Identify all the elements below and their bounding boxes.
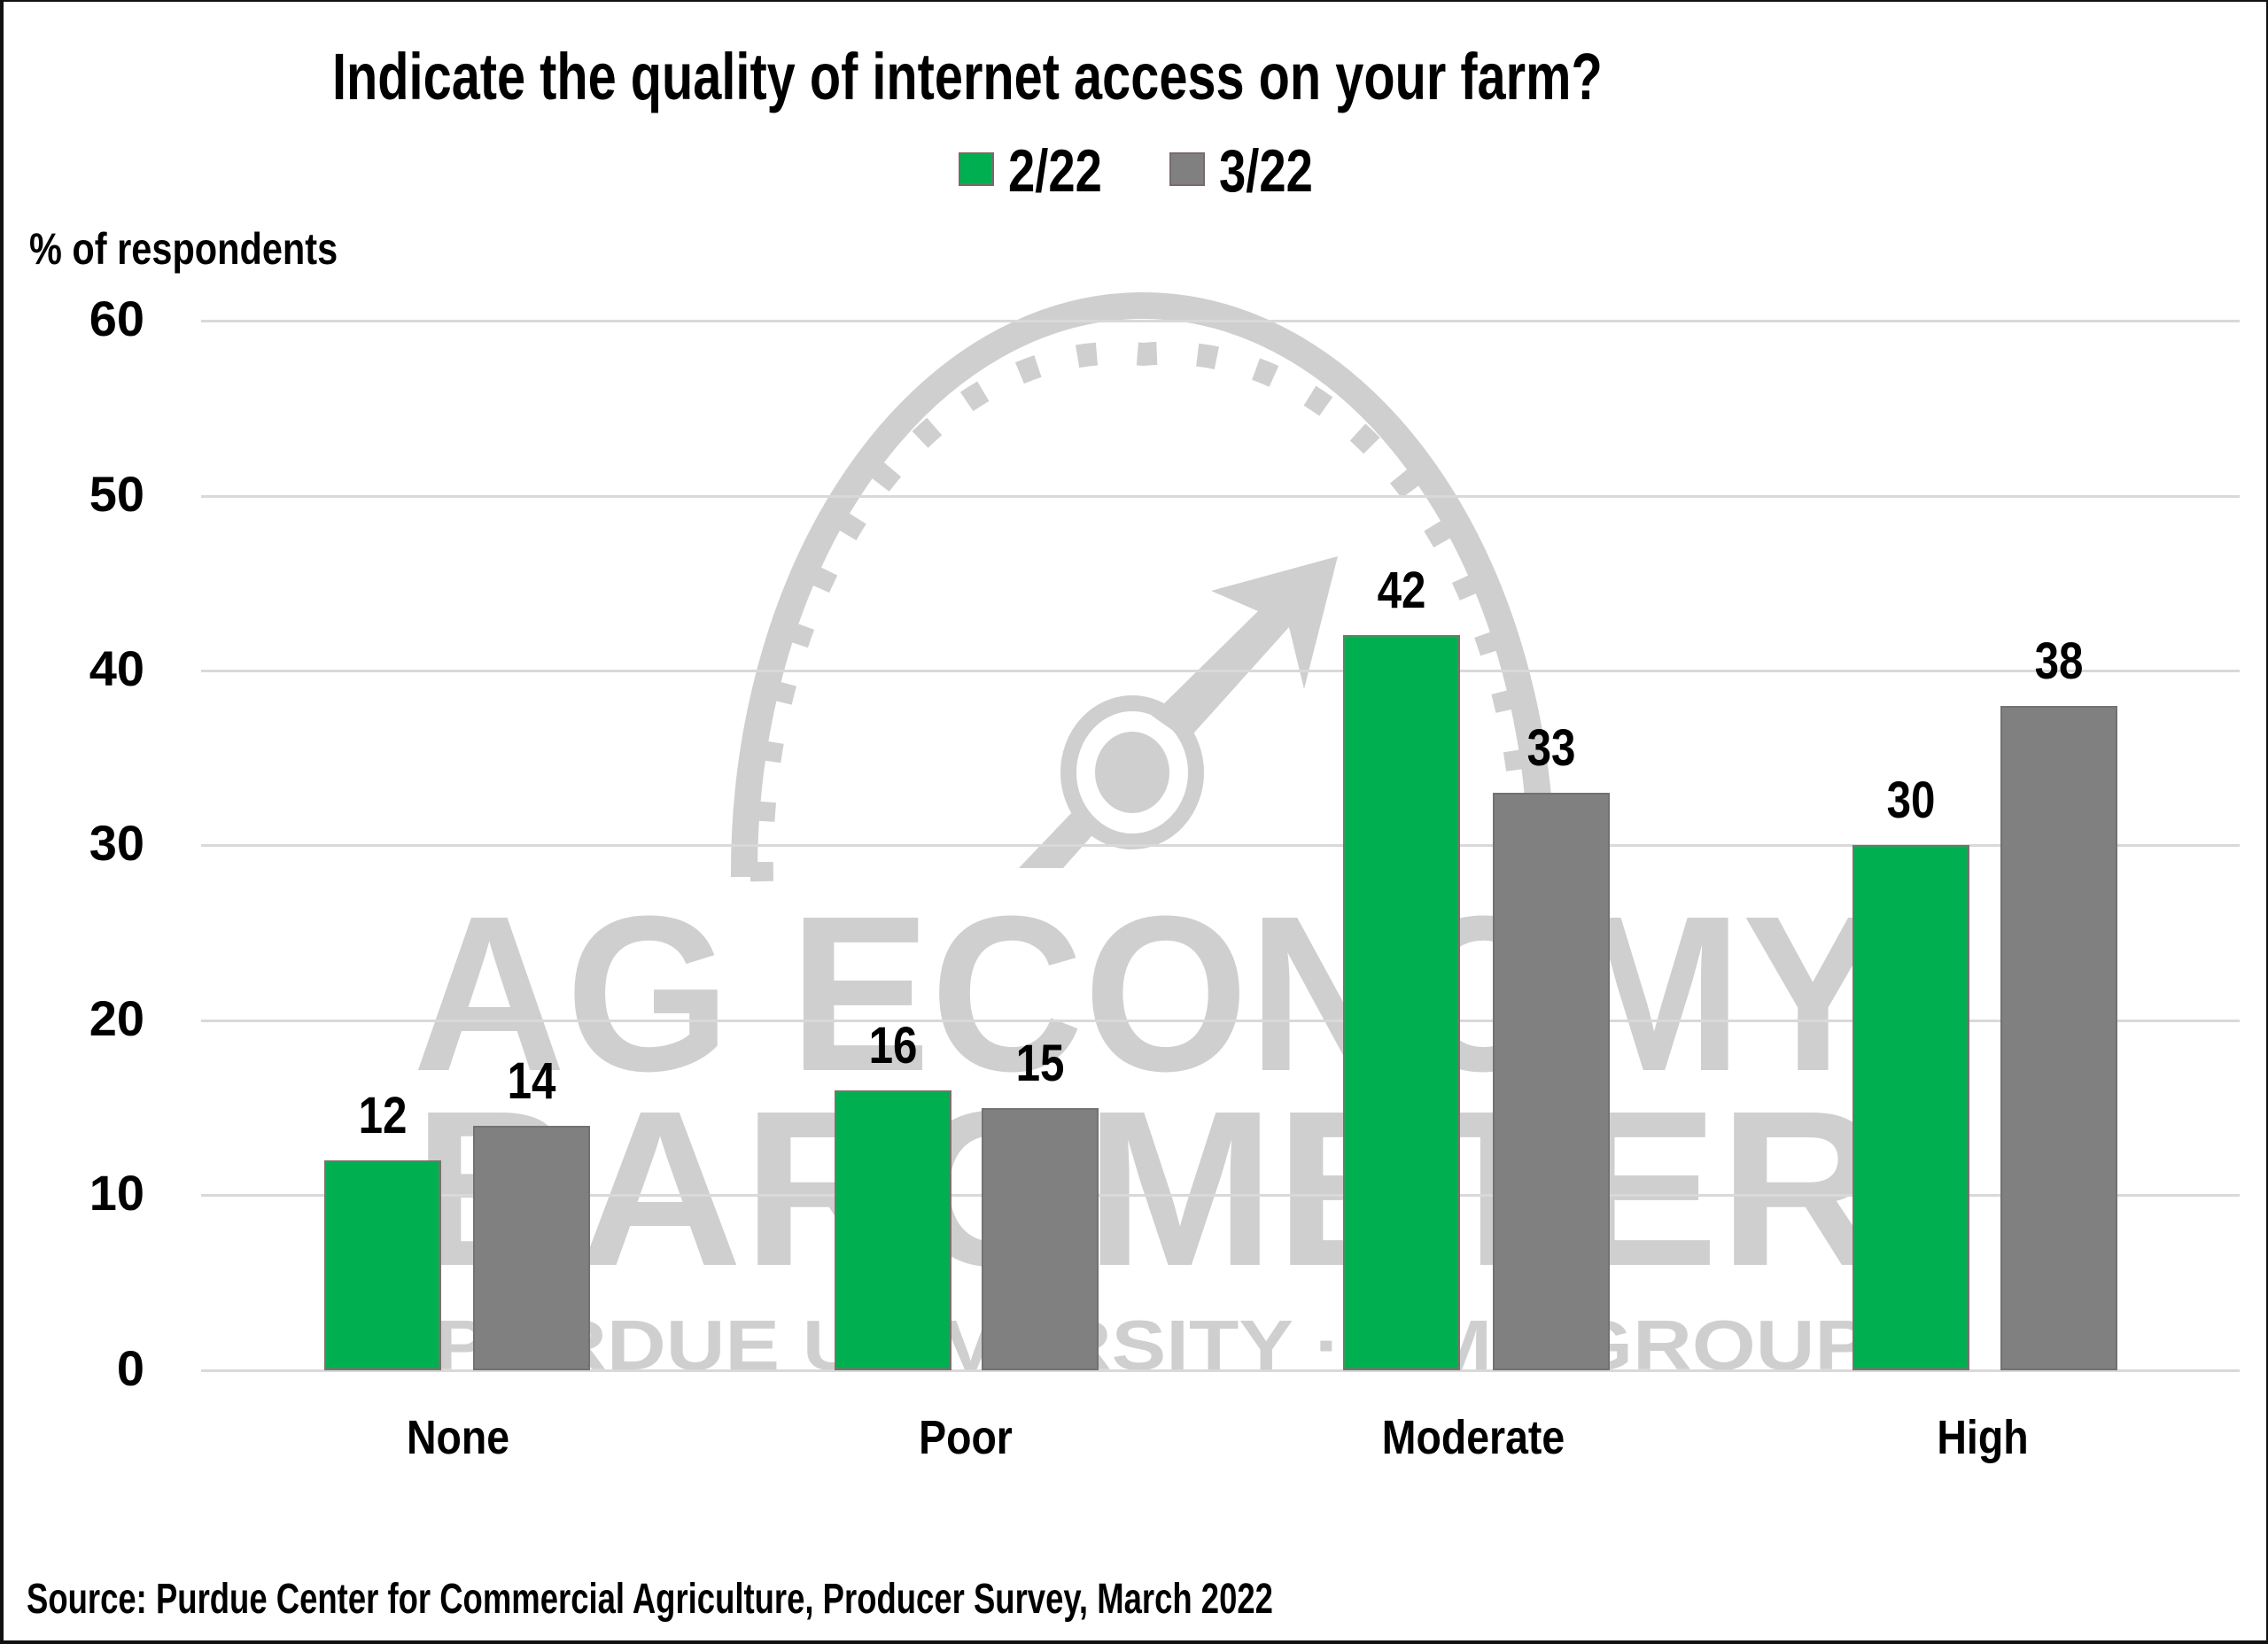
y-axis-title: % of respondents bbox=[29, 224, 338, 274]
data-label: 30 bbox=[1886, 772, 1936, 829]
gridline-40 bbox=[201, 670, 2240, 672]
legend-label: 3/22 bbox=[1219, 137, 1313, 205]
data-label: 14 bbox=[507, 1052, 556, 1110]
source-note: Source: Purdue Center for Commercial Agr… bbox=[27, 1576, 1273, 1623]
bar-poor-2-22 bbox=[835, 1090, 951, 1370]
x-category-label-poor: Poor bbox=[919, 1411, 1013, 1464]
gridline-0 bbox=[201, 1369, 2240, 1372]
y-tick-label: 60 bbox=[89, 291, 144, 346]
data-label: 15 bbox=[1015, 1035, 1065, 1092]
legend-swatch-gray bbox=[1169, 152, 1205, 186]
data-label: 42 bbox=[1377, 562, 1426, 619]
gridline-50 bbox=[201, 495, 2240, 498]
legend-label: 2/22 bbox=[1008, 137, 1102, 205]
bar-moderate-2-22 bbox=[1343, 635, 1460, 1370]
gauge-needle-icon bbox=[1019, 556, 1338, 868]
bar-none-3-22 bbox=[473, 1126, 590, 1370]
y-tick-label: 20 bbox=[89, 990, 144, 1046]
gridline-20 bbox=[201, 1020, 2240, 1022]
gridline-30 bbox=[201, 844, 2240, 847]
bar-poor-3-22 bbox=[982, 1108, 1099, 1370]
x-category-label-none: None bbox=[406, 1411, 510, 1464]
y-tick-label: 0 bbox=[116, 1340, 144, 1396]
x-category-label-high: High bbox=[1937, 1411, 2029, 1464]
watermark-line-1: AG ECONOMY bbox=[413, 870, 1884, 1117]
legend-swatch-green bbox=[959, 152, 994, 186]
bar-high-2-22 bbox=[1852, 845, 1969, 1370]
gridline-60 bbox=[201, 320, 2240, 322]
y-tick-label: 30 bbox=[89, 815, 144, 871]
watermark-line-3: PURDUE UNIVERSITY · CME GROUP bbox=[434, 1306, 1869, 1384]
bar-none-2-22 bbox=[324, 1160, 441, 1370]
data-label: 12 bbox=[358, 1087, 408, 1144]
y-tick-label: 10 bbox=[89, 1165, 144, 1221]
data-label: 38 bbox=[2034, 632, 2084, 690]
chart-title: Indicate the quality of internet access … bbox=[332, 40, 1603, 113]
bar-high-3-22 bbox=[2000, 706, 2117, 1370]
data-label: 16 bbox=[868, 1017, 918, 1074]
y-tick-label: 50 bbox=[89, 466, 144, 522]
y-tick-label: 40 bbox=[89, 640, 144, 696]
watermark-line-2: BAROMETER bbox=[413, 1065, 1884, 1312]
data-label: 33 bbox=[1526, 719, 1576, 777]
gridline-10 bbox=[201, 1194, 2240, 1197]
gauge-icon bbox=[730, 291, 1556, 882]
x-category-label-moderate: Moderate bbox=[1381, 1411, 1565, 1464]
bar-moderate-3-22 bbox=[1493, 793, 1610, 1370]
